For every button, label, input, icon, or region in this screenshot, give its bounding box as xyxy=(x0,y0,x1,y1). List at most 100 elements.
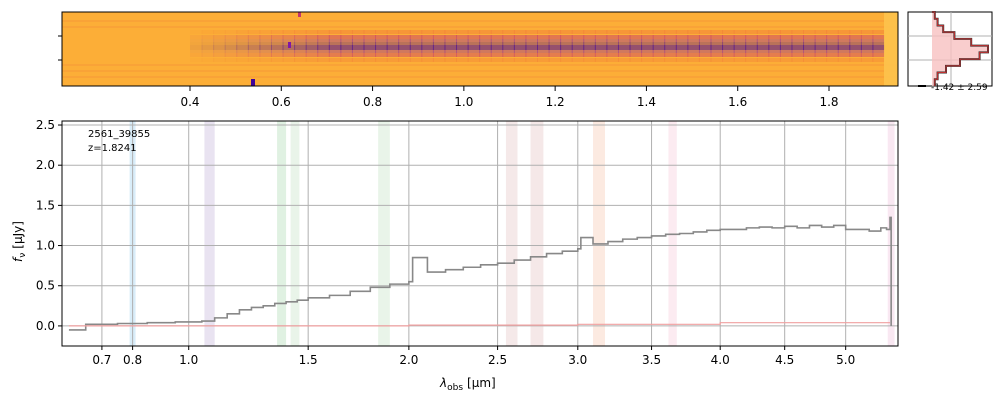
spectrum-2d-pixel xyxy=(247,30,261,34)
spectrum-2d-pixel xyxy=(340,39,353,42)
spectrum-2d-row xyxy=(62,70,898,72)
spectrum-2d-tick-label: 1.0 xyxy=(454,95,473,109)
spectrum-2d-pixel xyxy=(201,30,215,34)
spectrum-2d-pixel xyxy=(768,30,781,34)
spectrum-2d-pixel xyxy=(432,35,446,39)
y-axis-label: fν [μJy] xyxy=(11,221,28,262)
spectrum-2d-pixel xyxy=(664,35,677,39)
spectrum-2d-pixel xyxy=(270,45,284,50)
spectrum-2d-pixel xyxy=(571,39,585,42)
spectrum-2d-pixel xyxy=(467,39,481,42)
emission-line-band xyxy=(277,121,287,346)
spectrum-2d-pixel xyxy=(421,30,434,34)
spectrum-2d-pixel xyxy=(710,58,724,62)
histogram-label: -1.42 ± 2.59 xyxy=(931,83,988,93)
spectrum-2d-pixel xyxy=(641,50,654,53)
spectrum-2d-pixel xyxy=(432,45,446,50)
spectrum-2d-pixel xyxy=(421,53,434,57)
spectrum-2d-pixel xyxy=(282,53,296,57)
spectrum-2d-pixel xyxy=(733,35,747,39)
spectrum-2d-pixel xyxy=(664,58,677,62)
spectrum-2d-pixel xyxy=(456,50,469,53)
spectrum-2d-pixel xyxy=(409,58,423,62)
spectrum-2d-pixel xyxy=(190,58,203,62)
spectrum-2d-pixel xyxy=(641,45,654,50)
spectrum-2d-pixel xyxy=(479,53,492,57)
spectrum-2d-pixel xyxy=(860,50,874,53)
spectrum-2d-pixel xyxy=(351,50,365,53)
spectrum-2d-pixel xyxy=(710,35,724,39)
spectrum-2d-pixel xyxy=(398,53,411,57)
spectrum-2d-pixel xyxy=(722,39,735,42)
spectrum-2d-pixel xyxy=(872,30,885,34)
spectrum-2d-pixel xyxy=(733,30,747,34)
spectrum-2d-pixel xyxy=(224,45,238,50)
spectrum-2d-pixel xyxy=(872,42,885,45)
spectrum-2d-pixel xyxy=(826,45,839,50)
emission-line-band xyxy=(530,121,544,346)
spectrum-2d-pixel xyxy=(826,53,839,57)
spectrum-2d-pixel xyxy=(375,50,388,53)
spectrum-2d-pixel xyxy=(351,58,365,62)
spectrum-2d-pixel xyxy=(860,58,874,62)
spectrum-2d-pixel xyxy=(548,53,562,57)
spectrum-2d-pixel xyxy=(826,35,839,39)
spectrum-2d-pixel xyxy=(814,39,828,42)
spectrum-2d-pixel xyxy=(629,42,643,45)
spectrum-2d-pixel xyxy=(502,53,515,57)
spectrum-2d-pixel xyxy=(849,45,862,50)
spectrum-2d-pixel xyxy=(560,58,573,62)
spectrum-2d-pixel xyxy=(826,50,839,53)
spectrum-2d-pixel xyxy=(386,35,400,39)
spectrum-2d-pixel xyxy=(617,45,631,50)
spectrum-2d-pixel xyxy=(317,42,330,45)
spectrum-2d-pixel xyxy=(259,50,272,53)
spectrum-2d-tick-label: 1.2 xyxy=(546,95,565,109)
spectrum-2d-pixel xyxy=(548,39,562,42)
spectrum-2d-pixel xyxy=(328,53,342,57)
spectrum-2d-pixel xyxy=(294,35,307,39)
spectrum-2d-pixel xyxy=(826,42,839,45)
spectrum-2d-pixel xyxy=(236,35,249,39)
spectrum-2d-pixel xyxy=(664,53,677,57)
spectrum-2d-pixel xyxy=(837,39,851,42)
spectrum-2d-pixel xyxy=(432,50,446,53)
spectrum-2d-pixel xyxy=(872,45,885,50)
x-axis-subscript: obs xyxy=(447,383,463,393)
spectrum-2d-pixel xyxy=(803,35,816,39)
spectrum-2d-pixel xyxy=(317,50,330,53)
spectrum-2d-pixel xyxy=(745,42,758,45)
spectrum-2d-pixel xyxy=(837,42,851,45)
spectrum-2d-pixel xyxy=(814,45,828,50)
spectrum-2d-pixel xyxy=(733,39,747,42)
spectrum-2d-pixel xyxy=(617,50,631,53)
spectrum-2d-pixel xyxy=(803,50,816,53)
spectrum-2d-pixel xyxy=(791,35,805,39)
x-axis-label: λobs [μm] xyxy=(439,376,496,393)
spectrum-2d-pixel xyxy=(629,45,643,50)
spectrum-2d-pixel xyxy=(213,50,226,53)
spectrum-2d-pixel xyxy=(190,39,203,42)
spectrum-2d-pixel xyxy=(409,42,423,45)
spectrum-2d-pixel xyxy=(606,30,619,34)
spectrum-2d-pixel xyxy=(502,30,515,34)
spectrum-2d-pixel xyxy=(594,45,608,50)
spectrum-2d-pixel xyxy=(270,53,284,57)
spectrum-2d-pixel xyxy=(779,35,793,39)
spectrum-2d-pixel xyxy=(375,58,388,62)
spectrum-2d-pixel xyxy=(791,53,805,57)
spectrum-2d-pixel xyxy=(583,53,596,57)
spectrum-2d-pixel xyxy=(675,50,689,53)
spectrum-2d-pixel xyxy=(398,50,411,53)
spectrum-2d-pixel xyxy=(768,50,781,53)
spectrum-2d-pixel xyxy=(710,42,724,45)
spectrum-2d-pixel xyxy=(502,58,515,62)
spectrum-2d-pixel xyxy=(305,58,319,62)
spectrum-2d-pixel xyxy=(583,42,596,45)
spectrum-2d-pixel xyxy=(386,58,400,62)
spectrum-2d-pixel xyxy=(421,35,434,39)
spectrum-2d-pixel xyxy=(247,45,261,50)
spectrum-2d-pixel xyxy=(698,53,712,57)
spectrum-2d-pixel xyxy=(594,50,608,53)
spectrum-2d-pixel xyxy=(617,58,631,62)
